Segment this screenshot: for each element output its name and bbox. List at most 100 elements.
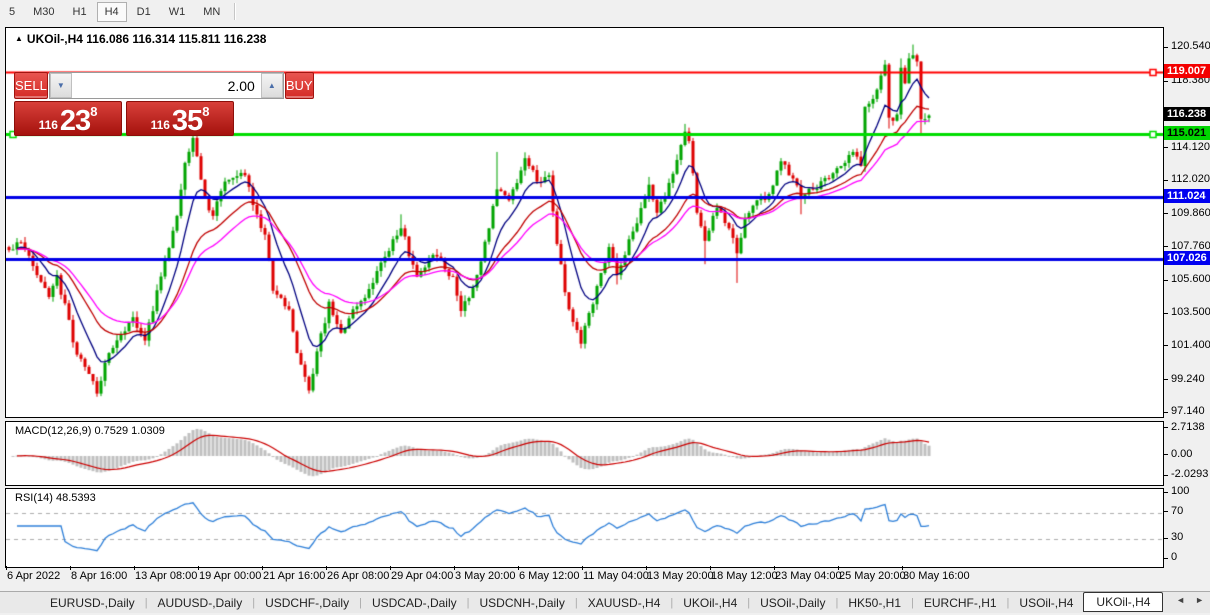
symbol-tab-usoil-h4[interactable]: USOil-,H4 bbox=[1019, 595, 1074, 610]
price-axis-tick bbox=[1164, 147, 1168, 149]
time-axis-tick bbox=[518, 566, 519, 570]
time-axis-label: 6 May 12:00 bbox=[519, 570, 580, 582]
ask-price-main: 35 bbox=[171, 105, 203, 137]
ask-price-tile[interactable]: 116 35 8 bbox=[126, 101, 234, 136]
timeframe-button-h4[interactable]: H4 bbox=[96, 1, 127, 22]
symbol-tab-usdchf-daily[interactable]: USDCHF-,Daily bbox=[265, 595, 350, 610]
timeframe-button-d1[interactable]: D1 bbox=[136, 5, 151, 18]
price-axis-tick bbox=[1164, 80, 1168, 82]
volume-decrease-icon[interactable]: ▼ bbox=[49, 73, 72, 98]
price-axis-label: 109.860 bbox=[1171, 206, 1210, 219]
time-axis-tick bbox=[198, 566, 199, 570]
price-axis-tick bbox=[1164, 46, 1168, 48]
symbol-tab-hk50-h1[interactable]: HK50-,H1 bbox=[848, 595, 902, 610]
tab-separator: | bbox=[466, 596, 470, 609]
price-axis-label: 120.540 bbox=[1171, 40, 1210, 53]
rsi-indicator-pane: RSI(14) 48.5393 bbox=[5, 488, 1164, 568]
chart-header: ▲ UKOil-,H4 116.086 116.314 115.811 116.2… bbox=[15, 32, 266, 46]
rsi-axis-tick bbox=[1164, 491, 1168, 493]
tab-scroll-left-icon[interactable]: ◄ bbox=[1176, 595, 1186, 605]
rsi-axis-label: 100 bbox=[1171, 485, 1190, 497]
symbol-tab-usoil-daily[interactable]: USOil-,Daily bbox=[760, 595, 826, 610]
symbol-tab-eurchf-h1[interactable]: EURCHF-,H1 bbox=[923, 595, 997, 610]
timeframe-button-m30[interactable]: M30 bbox=[33, 5, 55, 18]
sell-button[interactable]: SELL bbox=[14, 72, 48, 99]
price-axis-tick bbox=[1164, 213, 1168, 215]
price-axis-tick bbox=[1164, 179, 1168, 181]
rsi-axis-label: 0 bbox=[1171, 551, 1178, 563]
price-axis-label: 114.120 bbox=[1171, 140, 1210, 153]
price-axis-tick bbox=[1164, 411, 1168, 413]
volume-control: ▼ ▲ bbox=[48, 72, 284, 99]
one-click-trading-widget: SELL ▼ ▲ BUY 116 23 8 116 35 8 bbox=[14, 72, 314, 136]
price-axis-tick bbox=[1164, 345, 1168, 347]
macd-axis-tick bbox=[1164, 454, 1168, 456]
time-axis-label: 8 Apr 16:00 bbox=[71, 570, 128, 582]
macd-indicator-pane: MACD(12,26,9) 0.7529 1.0309 bbox=[5, 421, 1164, 486]
macd-axis-label: 2.7138 bbox=[1171, 420, 1205, 433]
symbol-tab-eurusd-daily[interactable]: EURUSD-,Daily bbox=[50, 595, 135, 610]
rsi-axis-label: 30 bbox=[1171, 531, 1184, 544]
time-axis-tick bbox=[70, 566, 71, 570]
symbol-tab-audusd-daily[interactable]: AUDUSD-,Daily bbox=[157, 595, 243, 610]
time-axis-tick bbox=[262, 566, 263, 570]
tab-scroll-arrows: ◄ ► bbox=[1176, 595, 1204, 605]
symbol-tab-ukoil-h4[interactable]: UKOil-,H4 bbox=[683, 595, 738, 610]
volume-increase-icon[interactable]: ▲ bbox=[260, 73, 283, 98]
ask-price-pip: 8 bbox=[202, 104, 210, 119]
price-badge: 115.021 bbox=[1164, 126, 1210, 141]
price-badge: 119.007 bbox=[1164, 64, 1210, 79]
symbol-tabs: EURUSD-,Daily | AUDUSD-,Daily | USDCHF-,Dail… bbox=[40, 591, 1164, 612]
tab-separator: | bbox=[911, 596, 914, 609]
time-axis-label: 26 Apr 08:00 bbox=[327, 570, 390, 582]
symbol-tab-xauusd-h4[interactable]: XAUUSD-,H4 bbox=[587, 595, 661, 610]
timeframe-button-h1[interactable]: H1 bbox=[72, 5, 87, 18]
timeframe-button-mn[interactable]: MN bbox=[203, 5, 221, 18]
tab-separator: | bbox=[252, 596, 256, 609]
price-axis-tick bbox=[1164, 246, 1168, 248]
tab-scroll-right-icon[interactable]: ► bbox=[1195, 595, 1204, 605]
chart-ohlc-values: 116.086 116.314 115.811 116.238 bbox=[86, 32, 267, 46]
price-axis-label: 99.240 bbox=[1171, 372, 1205, 385]
rsi-canvas[interactable] bbox=[6, 489, 1163, 567]
time-axis-label: 13 Apr 08:00 bbox=[135, 570, 198, 582]
bid-price-tile[interactable]: 116 23 8 bbox=[14, 101, 122, 136]
time-axis-tick bbox=[838, 566, 839, 570]
time-axis-label: 30 May 16:00 bbox=[903, 570, 970, 582]
time-axis-label: 29 Apr 04:00 bbox=[391, 570, 454, 582]
ask-price-integer: 116 bbox=[150, 118, 170, 132]
timeframe-buttons: 5 M30 H1 H4 D1 W1 MN bbox=[0, 1, 229, 22]
time-axis-label: 25 May 20:00 bbox=[839, 570, 906, 582]
symbol-tab-usdcnh-daily[interactable]: USDCNH-,Daily bbox=[479, 595, 565, 610]
time-axis-label: 11 May 04:00 bbox=[583, 570, 649, 582]
time-axis-tick bbox=[646, 566, 647, 570]
time-axis-tick bbox=[710, 566, 711, 570]
macd-axis-tick bbox=[1164, 427, 1168, 429]
timeframe-button-5[interactable]: 5 bbox=[9, 5, 16, 18]
time-axis-tick bbox=[134, 566, 135, 570]
timeframe-button-w1[interactable]: W1 bbox=[168, 5, 186, 18]
time-axis-label: 3 May 20:00 bbox=[455, 570, 516, 582]
toolbar-separator bbox=[234, 3, 237, 20]
price-badge: 111.024 bbox=[1164, 188, 1210, 203]
collapse-quote-icon[interactable]: ▲ bbox=[15, 34, 23, 43]
tab-separator: | bbox=[574, 596, 578, 609]
tab-separator: | bbox=[670, 596, 674, 609]
buy-button[interactable]: BUY bbox=[284, 72, 314, 99]
price-axis-label: 105.600 bbox=[1171, 273, 1210, 286]
symbol-tab-ukoil-h4[interactable]: UKOil-,H4 bbox=[1083, 591, 1164, 612]
time-axis-tick bbox=[582, 566, 583, 570]
time-axis-label: 19 Apr 00:00 bbox=[199, 570, 262, 582]
price-chart-pane: ▲ UKOil-,H4 116.086 116.314 115.811 116.2… bbox=[5, 27, 1164, 418]
symbol-tab-usdcad-daily[interactable]: USDCAD-,Daily bbox=[371, 595, 457, 610]
tab-separator: | bbox=[1006, 596, 1010, 609]
macd-canvas[interactable] bbox=[6, 422, 1163, 485]
bid-price-integer: 116 bbox=[38, 118, 58, 132]
rsi-axis-label: 70 bbox=[1171, 504, 1184, 517]
time-axis-label: 13 May 20:00 bbox=[647, 570, 714, 582]
price-axis-tick bbox=[1164, 312, 1168, 314]
macd-axis-label: -2.0293 bbox=[1171, 468, 1209, 481]
price-axis-label: 97.140 bbox=[1171, 405, 1205, 418]
volume-input[interactable] bbox=[71, 73, 261, 98]
